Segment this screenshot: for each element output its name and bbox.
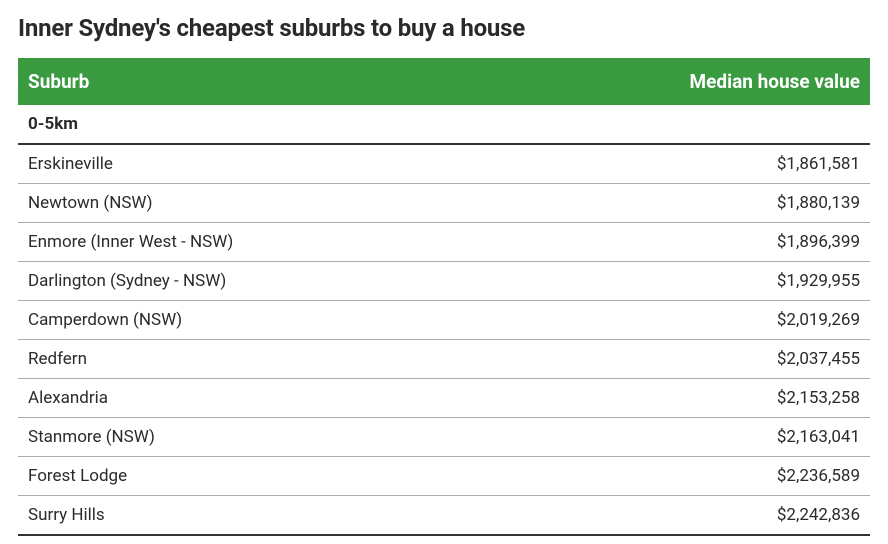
cell-suburb: Newtown (NSW) [18, 184, 480, 223]
table-row: Erskineville $1,861,581 [18, 144, 870, 184]
cell-value: $2,153,258 [480, 379, 870, 418]
section-row: 0-5km [18, 105, 870, 144]
section-label: 0-5km [18, 105, 870, 144]
table-row: Enmore (Inner West - NSW) $1,896,399 [18, 223, 870, 262]
table-row: Stanmore (NSW) $2,163,041 [18, 418, 870, 457]
cell-suburb: Redfern [18, 340, 480, 379]
table-container: Inner Sydney's cheapest suburbs to buy a… [18, 14, 870, 536]
cell-value: $1,929,955 [480, 262, 870, 301]
cell-value: $2,242,836 [480, 496, 870, 536]
col-header-suburb: Suburb [18, 58, 480, 105]
cell-suburb: Erskineville [18, 144, 480, 184]
cell-suburb: Enmore (Inner West - NSW) [18, 223, 480, 262]
table-row: Forest Lodge $2,236,589 [18, 457, 870, 496]
cell-suburb: Darlington (Sydney - NSW) [18, 262, 480, 301]
cell-suburb: Alexandria [18, 379, 480, 418]
cell-value: $1,896,399 [480, 223, 870, 262]
cell-suburb: Stanmore (NSW) [18, 418, 480, 457]
cell-suburb: Forest Lodge [18, 457, 480, 496]
table-row: Newtown (NSW) $1,880,139 [18, 184, 870, 223]
cell-value: $1,880,139 [480, 184, 870, 223]
table-row: Alexandria $2,153,258 [18, 379, 870, 418]
cell-suburb: Camperdown (NSW) [18, 301, 480, 340]
table-header: Suburb Median house value [18, 58, 870, 105]
table-row: Darlington (Sydney - NSW) $1,929,955 [18, 262, 870, 301]
table-row: Camperdown (NSW) $2,019,269 [18, 301, 870, 340]
page-title: Inner Sydney's cheapest suburbs to buy a… [18, 14, 870, 42]
table-row: Surry Hills $2,242,836 [18, 496, 870, 536]
col-header-value: Median house value [480, 58, 870, 105]
cell-value: $2,037,455 [480, 340, 870, 379]
suburbs-table: Suburb Median house value 0-5km Erskinev… [18, 58, 870, 536]
table-body: 0-5km Erskineville $1,861,581 Newtown (N… [18, 105, 870, 535]
cell-value: $2,236,589 [480, 457, 870, 496]
table-row: Redfern $2,037,455 [18, 340, 870, 379]
cell-value: $2,019,269 [480, 301, 870, 340]
cell-value: $1,861,581 [480, 144, 870, 184]
cell-value: $2,163,041 [480, 418, 870, 457]
cell-suburb: Surry Hills [18, 496, 480, 536]
